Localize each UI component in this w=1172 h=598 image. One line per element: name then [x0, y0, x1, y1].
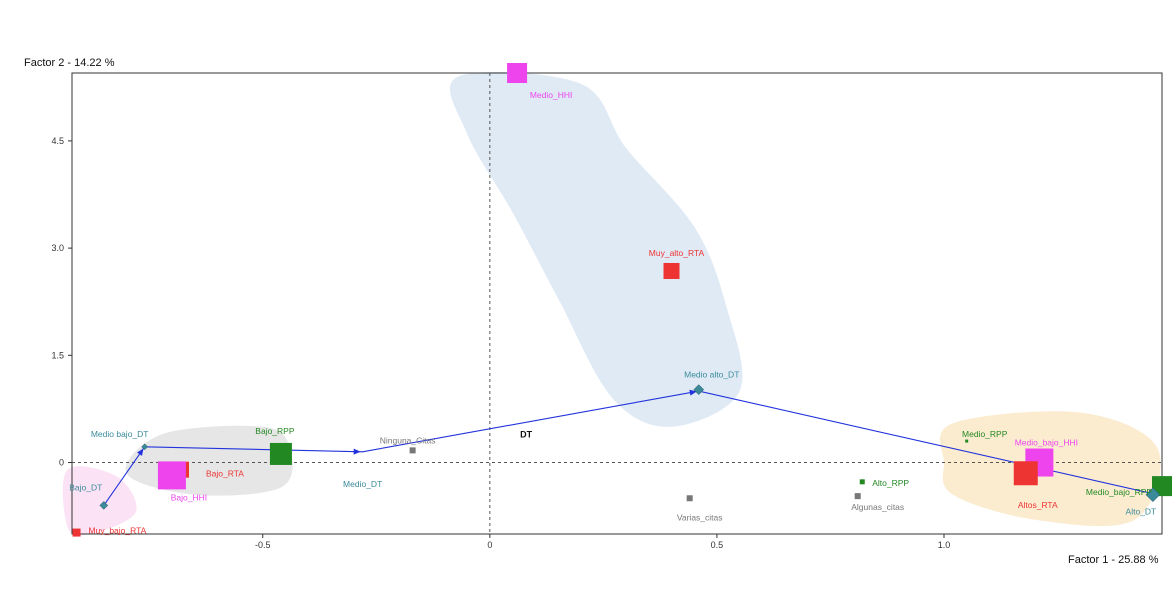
point-medio-bajo-dt [141, 443, 149, 451]
x-axis-label: Factor 1 - 25.88 % [1068, 554, 1159, 566]
y-tick-label: 0 [59, 458, 64, 468]
point-ninguna-citas [409, 447, 416, 454]
x-tick-label: 1.0 [938, 540, 951, 550]
point-alto-rpp [859, 479, 865, 485]
label-bajo-hhi: Bajo_HHI [171, 492, 207, 502]
point-altos-rta [1013, 461, 1038, 486]
point-muy-bajo-rta [72, 528, 81, 537]
x-axis-ticks: -0.5 0 0.5 1.0 [255, 534, 950, 550]
label-bajo-dt: Bajo_DT [69, 482, 102, 492]
label-alto-dt: Alto_DT [1126, 507, 1157, 517]
annotations-layer: DT [520, 430, 532, 440]
label-medio-dt: Medio_DT [343, 479, 382, 489]
point-algunas-citas [854, 493, 861, 500]
dt-path-arrow [689, 389, 697, 396]
label-medio-bajo-rpp: Medio_bajo_RPP [1086, 487, 1152, 497]
dt-path-arrow [353, 448, 361, 455]
label-alto-rpp: Alto_RPP [872, 478, 909, 488]
x-tick-label: -0.5 [255, 540, 271, 550]
point-alto-dt [1145, 487, 1161, 503]
y-tick-label: 3.0 [51, 243, 64, 253]
label-medio-rpp: Medio_RPP [962, 429, 1008, 439]
point-bajo-dt [99, 501, 109, 510]
point-medio-rpp [965, 439, 969, 443]
point-varias-citas [686, 495, 693, 502]
point-medio-bajo-rpp [1152, 476, 1172, 497]
label-algunas-citas: Algunas_citas [851, 502, 904, 512]
label-medio-bajo-hhi: Medio_bajo_HHI [1015, 438, 1078, 448]
annotation-label: DT [520, 430, 532, 440]
label-muy-bajo-rta: Muy_bajo_RTA [89, 526, 147, 536]
x-tick-label: 0.5 [711, 540, 724, 550]
label-medio-alto-dt: Medio alto_DT [684, 370, 739, 380]
y-tick-label: 4.5 [51, 136, 64, 146]
plot-frame [71, 72, 1163, 535]
label-altos-rta: Altos_RTA [1018, 500, 1058, 510]
y-tick-label: 1.5 [51, 350, 64, 360]
point-medio-hhi [507, 63, 528, 83]
points-layer [72, 63, 1172, 537]
label-medio-bajo-dt: Medio bajo_DT [91, 429, 149, 439]
label-bajo-rpp: Bajo_RPP [255, 426, 295, 436]
region-1 [125, 425, 293, 496]
x-tick-label: 0 [487, 540, 492, 550]
label-muy-alto-rta: Muy_alto_RTA [649, 248, 705, 258]
y-axis-label: Factor 2 - 14.22 % [24, 57, 115, 69]
point-medio-alto-dt [693, 384, 705, 395]
label-ninguna-citas: Ninguna_Citas [380, 435, 436, 445]
dt-path-line [103, 390, 1158, 506]
dt-path-arrow [137, 448, 144, 456]
point-bajo-rpp [269, 442, 292, 465]
region-3 [62, 466, 137, 536]
label-varias-citas: Varias_citas [677, 512, 723, 522]
point-labels-layer: Medio_HHI Muy_alto_RTA Medio alto_DT Medio … [69, 90, 1156, 536]
label-bajo-rta: Bajo_RTA [206, 469, 244, 479]
point-muy-alto-rta [663, 262, 680, 279]
highlight-regions [62, 72, 1161, 536]
point-bajo-hhi [157, 461, 186, 490]
label-medio-hhi: Medio_HHI [530, 90, 573, 100]
region-0 [449, 72, 743, 427]
y-axis-ticks: 0 1.5 3.0 4.5 [51, 136, 72, 468]
